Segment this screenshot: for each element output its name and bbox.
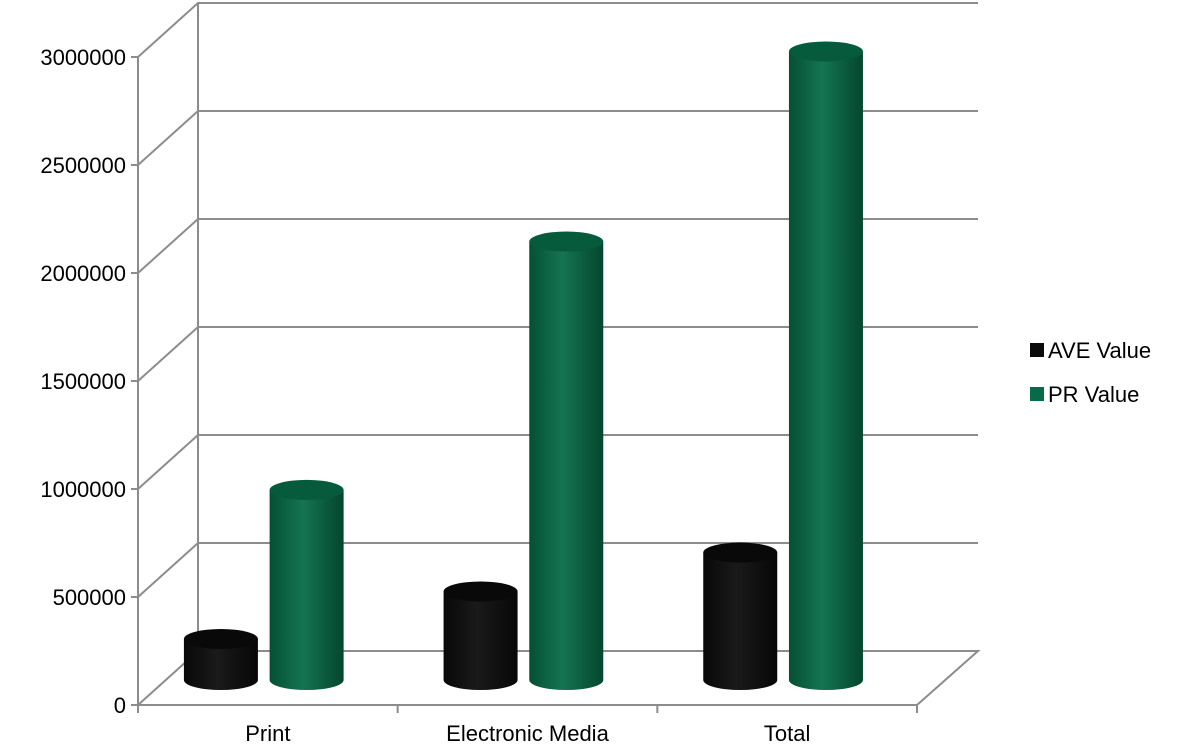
bar-body	[788, 51, 863, 690]
x-tick-label: Total	[764, 721, 810, 746]
bar-top	[703, 542, 778, 563]
bar-top	[443, 581, 518, 602]
bar-1-1	[529, 231, 604, 690]
y-tick-label: 500000	[53, 585, 126, 610]
legend-item: AVE Value	[1030, 338, 1151, 363]
bar-body	[529, 241, 604, 690]
y-tick-label: 2000000	[40, 261, 126, 286]
bar-top	[183, 628, 258, 649]
bar-body	[269, 489, 344, 690]
y-tick-label: 2500000	[40, 153, 126, 178]
y-tick-label: 0	[114, 693, 126, 718]
bar-top	[529, 231, 604, 252]
legend-label: AVE Value	[1048, 338, 1151, 363]
bar-0-1	[443, 581, 518, 690]
bar-1-0	[269, 479, 344, 690]
x-tick-label: Electronic Media	[446, 721, 609, 746]
bar-top	[788, 41, 863, 62]
x-tick-label: Print	[245, 721, 290, 746]
y-tick-label: 1500000	[40, 369, 126, 394]
y-axis-tick-labels: 0 500000 1000000 1500000 2000000 2500000 30000…	[40, 45, 138, 718]
bar-body	[443, 591, 518, 690]
bar-top	[269, 479, 344, 500]
legend-item: PR Value	[1030, 382, 1139, 407]
bar-body	[703, 552, 778, 690]
legend-swatch	[1030, 387, 1044, 401]
legend: AVE Value PR Value	[1030, 338, 1151, 407]
legend-label: PR Value	[1048, 382, 1139, 407]
bar-body	[183, 638, 258, 690]
bar-0-0	[183, 628, 258, 690]
legend-swatch	[1030, 343, 1044, 357]
y-tick-label: 3000000	[40, 45, 126, 70]
y-tick-label: 1000000	[40, 477, 126, 502]
bar-0-2	[703, 542, 778, 690]
x-axis-tick-labels: Print Electronic Media Total	[137, 705, 918, 746]
bar-1-2	[788, 41, 863, 690]
bars	[183, 41, 863, 690]
